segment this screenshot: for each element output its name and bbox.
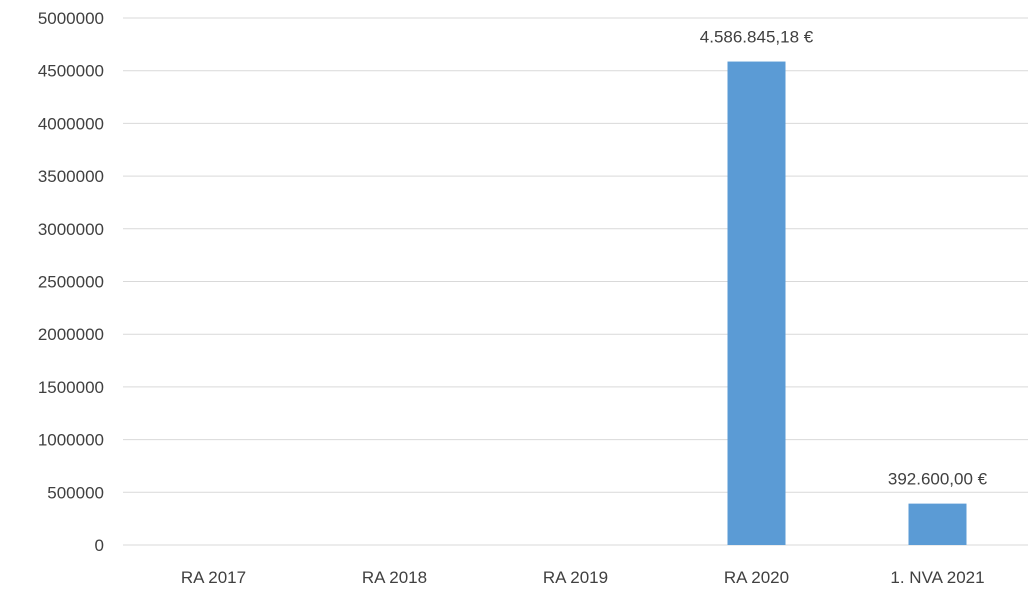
y-tick-label: 3000000: [38, 220, 104, 239]
data-label: 392.600,00 €: [888, 470, 988, 489]
y-tick-label: 2500000: [38, 273, 104, 292]
bar: [727, 61, 786, 546]
gridlines: [123, 17, 1028, 546]
x-tick-label: RA 2020: [724, 568, 789, 587]
y-axis-tick-labels: 0 500000 1000000 1500000 2000000 2500000 30000…: [38, 9, 104, 555]
y-tick-label: 5000000: [38, 9, 104, 28]
y-tick-label: 0: [95, 536, 104, 555]
x-tick-label: 1. NVA 2021: [890, 568, 984, 587]
x-tick-label: RA 2018: [362, 568, 427, 587]
x-axis-tick-labels: RA 2017 RA 2018 RA 2019 RA 2020 1. NVA 2021: [181, 568, 985, 587]
x-tick-label: RA 2017: [181, 568, 246, 587]
y-tick-label: 3500000: [38, 167, 104, 186]
y-tick-label: 4500000: [38, 62, 104, 81]
y-tick-label: 1500000: [38, 378, 104, 397]
y-tick-label: 500000: [47, 483, 104, 502]
y-tick-label: 4000000: [38, 114, 104, 133]
bar: [908, 503, 967, 545]
y-tick-label: 1000000: [38, 431, 104, 450]
x-tick-label: RA 2019: [543, 568, 608, 587]
y-tick-label: 2000000: [38, 325, 104, 344]
data-label: 4.586.845,18 €: [700, 28, 814, 47]
data-labels: 4.586.845,18 € 392.600,00 €: [700, 28, 988, 489]
bars: [727, 61, 967, 546]
